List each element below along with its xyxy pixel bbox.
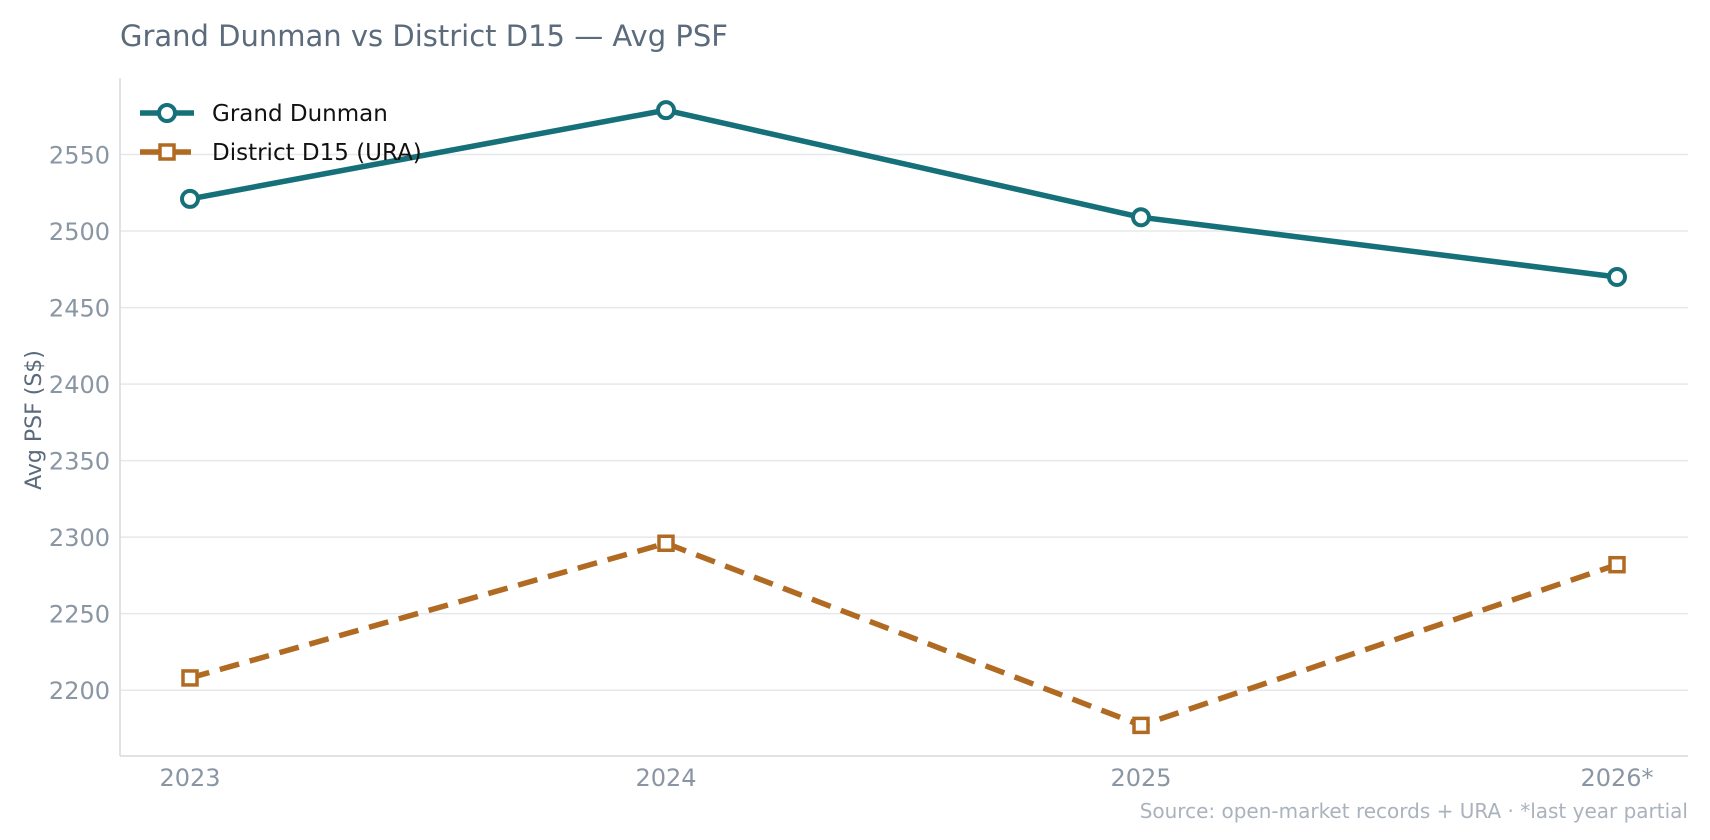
x-tick-labels: 2023 2024 2025 2026* [159, 764, 1653, 792]
gridlines [120, 153, 1688, 691]
x-tick-2026: 2026* [1580, 764, 1653, 792]
y-tick-labels: 2200 2250 2300 2350 2400 2450 2500 2550 [49, 142, 110, 706]
y-tick-2500: 2500 [49, 218, 110, 246]
legend-marker-district-d15-ura [158, 143, 176, 161]
y-tick-2350: 2350 [49, 448, 110, 476]
series-group [180, 100, 1627, 735]
legend-label-district-d15-ura: District D15 (URA) [212, 140, 422, 166]
y-tick-2300: 2300 [49, 524, 110, 552]
data-point-district-d15-ura-2024 [657, 534, 675, 553]
y-tick-2250: 2250 [49, 601, 110, 629]
data-point-district-d15-ura-2025 [1132, 716, 1150, 735]
chart-title: Grand Dunman vs District D15 — Avg PSF [120, 19, 728, 53]
series-line-grand-dunman [189, 107, 1618, 280]
data-point-district-d15-ura-2026 [1608, 555, 1626, 574]
data-point-grand-dunman-2023 [180, 188, 200, 209]
y-tick-2400: 2400 [49, 371, 110, 399]
y-tick-2550: 2550 [49, 142, 110, 170]
data-point-district-d15-ura-2023 [181, 669, 199, 687]
data-point-grand-dunman-2025 [1131, 207, 1151, 228]
y-tick-2200: 2200 [49, 677, 110, 705]
legend-label-grand-dunman: Grand Dunman [212, 101, 388, 127]
data-point-grand-dunman-2026 [1607, 266, 1627, 287]
source-footnote: Source: open-market records + URA · *las… [1140, 799, 1688, 823]
x-tick-2024: 2024 [635, 764, 696, 792]
x-tick-2025: 2025 [1110, 764, 1171, 792]
y-tick-2450: 2450 [49, 295, 110, 323]
legend: Grand Dunman District D15 (URA) [140, 101, 422, 166]
data-point-grand-dunman-2024 [656, 100, 676, 121]
series-line-district-d15-ura [189, 540, 1618, 729]
legend-marker-grand-dunman [157, 103, 177, 123]
y-axis-label: Avg PSF (S$) [22, 350, 47, 490]
x-tick-2023: 2023 [159, 764, 220, 792]
